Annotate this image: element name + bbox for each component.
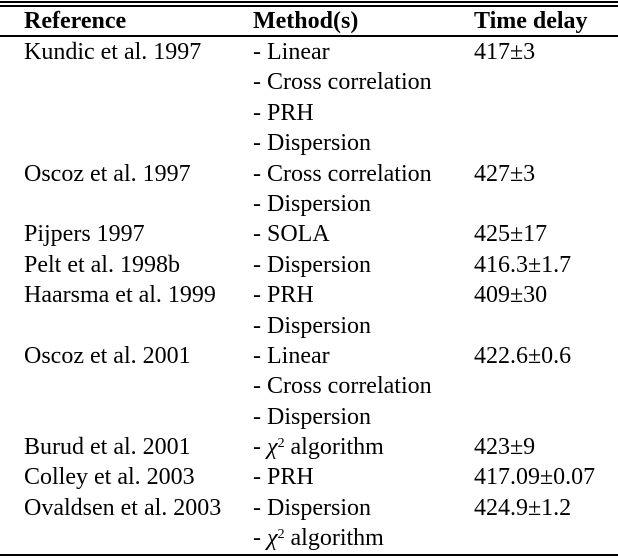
table-row: Oscoz et al. 2001 - Linear - Cross correla… [0,341,618,432]
table-row: Ovaldsen et al. 2003 - Dispersion - χ2 alg… [0,493,618,554]
reference-cell: Kundic et al. 1997 [24,39,202,65]
time-delay-cell: 425±17 [474,221,548,248]
reference-cell: Pelt et al. 1998b [24,251,180,278]
table-body: Kundic et al. 1997 - Linear - Cross correl… [0,37,618,554]
column-header-time-delay: Time delay [474,8,588,34]
method-item: - PRH [253,464,314,491]
chi-symbol: χ [267,525,278,552]
method-item: - χ2 algorithm [253,434,384,461]
table-row: Colley et al. 2003 - PRH 417.09±0.07 [0,462,618,492]
method-item: - χ2 algorithm [253,525,384,552]
chi-symbol: χ [267,434,278,461]
reference-cell: Burud et al. 2001 [24,434,191,461]
method-item: - Dispersion [253,190,371,217]
superscript-2: 2 [277,436,285,452]
method-item: - PRH [253,282,314,309]
column-header-methods: Method(s) [253,8,359,34]
methods-cell: - Dispersion [253,250,474,280]
method-item: - Linear [253,342,330,369]
methods-cell: - χ2 algorithm [253,432,474,462]
time-delay-cell: 416.3±1.7 [474,251,572,278]
time-delay-cell: 417±3 [474,39,536,65]
methods-cell: - Linear - Cross correlation - Dispersion [253,341,474,432]
method-item: - SOLA [253,221,330,248]
method-item: - Dispersion [253,251,371,278]
reference-cell: Haarsma et al. 1999 [24,282,216,309]
method-item: - PRH [253,99,314,126]
time-delay-cell: 423±9 [474,434,536,461]
method-item: - Dispersion [253,494,371,521]
method-item: - Cross correlation [253,69,432,96]
reference-cell: Oscoz et al. 1997 [24,160,191,187]
methods-cell: - Cross correlation - Dispersion [253,159,474,220]
table-row: Kundic et al. 1997 - Linear - Cross correl… [0,37,618,159]
header-separator-rule [0,35,618,37]
reference-cell: Oscoz et al. 2001 [24,342,191,369]
table-bottom-rule [0,553,618,556]
methods-cell: - SOLA [253,219,474,249]
method-item: - Cross correlation [253,373,432,400]
method-item: - Dispersion [253,403,371,430]
superscript-2: 2 [277,527,285,543]
reference-cell: Ovaldsen et al. 2003 [24,494,222,521]
table-row: Pijpers 1997 - SOLA 425±17 [0,219,618,249]
time-delay-cell: 417.09±0.07 [474,464,596,491]
methods-cell: - PRH [253,462,474,492]
column-header-reference: Reference [24,8,127,34]
reference-cell: Colley et al. 2003 [24,464,195,491]
table-row: Oscoz et al. 1997 - Cross correlation - Di… [0,159,618,220]
table-header-row: Reference Method(s) Time delay [0,7,618,35]
method-item: - Dispersion [253,130,371,157]
table-row: Burud et al. 2001 - χ2 algorithm 423±9 [0,432,618,462]
methods-cell: - Dispersion - χ2 algorithm [253,493,474,554]
reference-cell: Pijpers 1997 [24,221,145,248]
time-delay-cell: 422.6±0.6 [474,342,572,369]
method-item: - Dispersion [253,312,371,339]
time-delay-cell: 409±30 [474,282,548,309]
methods-cell: - PRH - Dispersion [253,280,474,341]
method-item: - Linear [253,39,330,65]
table-top-rule [0,1,618,7]
method-item: - Cross correlation [253,160,432,187]
table-row: Haarsma et al. 1999 - PRH - Dispersion 409±… [0,280,618,341]
time-delay-cell: 427±3 [474,160,536,187]
time-delay-cell: 424.9±1.2 [474,494,572,521]
methods-cell: - Linear - Cross correlation - PRH - Disper… [253,37,474,159]
table-row: Pelt et al. 1998b - Dispersion 416.3±1.7 [0,250,618,280]
